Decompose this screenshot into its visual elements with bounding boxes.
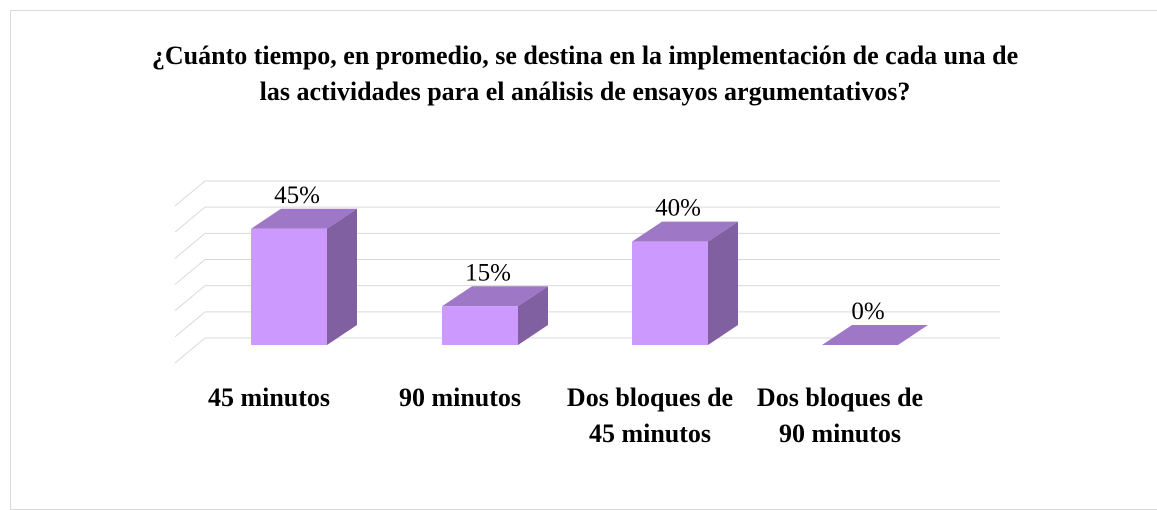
grid-line-side	[174, 311, 206, 338]
data-label: 45%	[274, 182, 320, 209]
bar	[251, 208, 357, 345]
grid-line-side	[174, 285, 206, 312]
bar-front	[251, 228, 327, 345]
bar-side	[518, 286, 548, 345]
grid-line-side	[174, 259, 206, 285]
grid-line-side	[174, 337, 206, 364]
x-tick-label: 90 minutos	[398, 383, 522, 412]
x-tick-label: Dos bloques de 45 minutos	[566, 383, 734, 448]
bar-top	[822, 325, 928, 345]
grid-line-side	[174, 180, 206, 207]
bar	[632, 221, 738, 345]
data-label: 40%	[655, 195, 701, 222]
bar-top	[632, 221, 738, 242]
bar-front	[632, 241, 708, 345]
bar	[442, 286, 548, 345]
data-label: 15%	[465, 259, 511, 286]
bar-side	[708, 221, 738, 345]
bar-side	[327, 208, 357, 345]
grid-line-side	[174, 206, 206, 233]
bar-top	[251, 208, 357, 229]
data-label: 0%	[851, 298, 884, 325]
bar-front	[442, 306, 518, 345]
x-tick-label: 45 minutos	[207, 383, 331, 412]
grid-line-side	[174, 232, 206, 259]
bar	[822, 325, 928, 345]
chart-title: ¿Cuánto tiempo, en promedio, se destina …	[151, 41, 1019, 106]
bar-top	[442, 286, 548, 307]
x-tick-label: Dos bloques de 90 minutos	[756, 383, 924, 448]
